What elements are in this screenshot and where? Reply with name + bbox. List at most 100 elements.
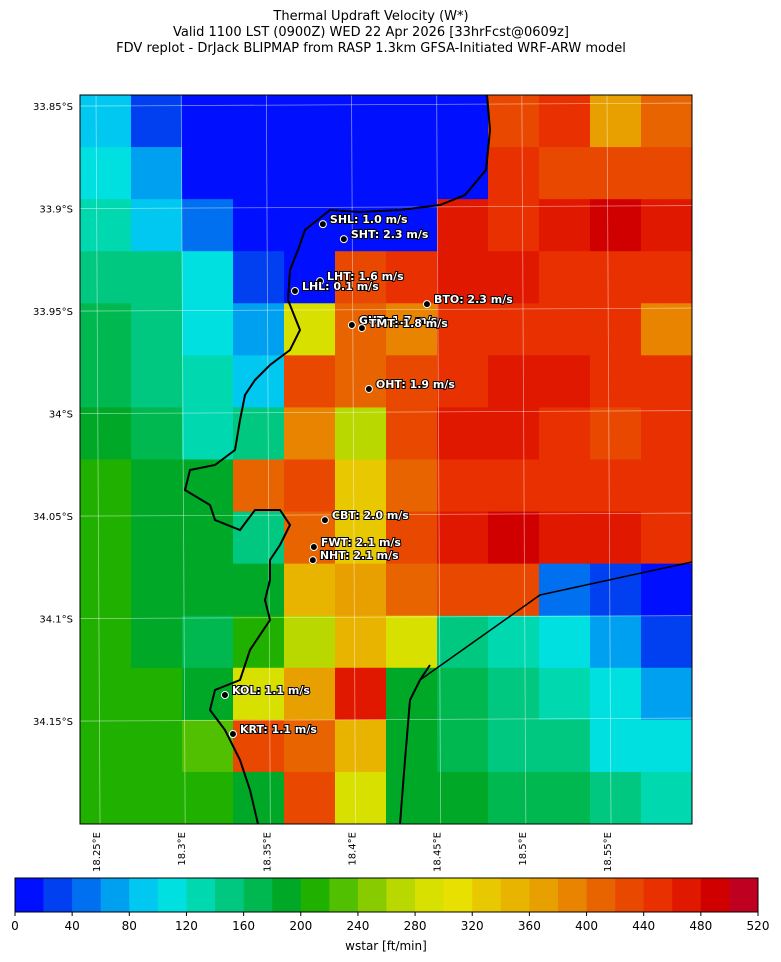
cell [641,563,693,617]
cell [335,563,387,617]
cell [131,199,183,252]
cell [233,459,285,513]
station-marker [308,556,317,565]
station-label: FWT: 2.1 m/s [321,536,402,549]
cell [641,407,693,460]
colorbar-tick-label: 40 [65,919,80,933]
grid-line [521,94,527,825]
colorbar-swatch [215,878,244,912]
cell [131,719,183,773]
station-marker [315,277,324,286]
cell [233,251,285,304]
cell [539,719,591,773]
cell [539,303,591,356]
cell [590,719,642,773]
station-marker [318,220,327,229]
cell [131,771,183,825]
y-tick-label: 34°S [49,410,73,421]
cell [590,563,642,617]
cell [386,147,438,200]
station-label: GUT: 1.7 m/s [359,314,438,327]
y-tick-label: 34.05°S [33,512,73,523]
cell [80,199,132,252]
cell [131,407,183,460]
station-label: NHT: 2.1 m/s [320,549,399,562]
coastline [183,94,693,825]
colorbar-tick-label: 80 [122,919,137,933]
cell [539,407,591,460]
station-label: CBT: 2.0 m/s [332,509,409,522]
x-tick-label: 18.35°E [262,832,273,872]
colorbar: 0 40 80 120 160 200 240 280 320 360 400 440 480 520 [11,877,770,933]
y-tick-label: 34.15°S [33,717,73,728]
cell [488,667,540,721]
colorbar-swatch [186,878,216,912]
cell [131,303,183,356]
cell [80,719,132,773]
cell [284,355,336,408]
cell [335,459,387,513]
cell [437,771,489,825]
colorbar-tick-label: 320 [461,919,484,933]
colorbar-tick-label: 520 [747,919,770,933]
cell [182,251,234,304]
cell [437,459,489,513]
cell [641,459,693,513]
cell [284,147,336,200]
cell [641,199,693,252]
cell [233,303,285,356]
cell [641,355,693,408]
colorbar-swatch [329,878,359,912]
cell [284,719,336,773]
cell [284,95,336,148]
colorbar-tick-label: 0 [11,919,19,933]
cell [386,719,438,773]
cell [488,251,540,304]
cell [386,667,438,721]
colorbar-swatch [472,878,502,912]
colorbar-tick-label: 120 [175,919,198,933]
colorbar-swatch [500,878,530,912]
cell [641,771,693,825]
colorbar-tick-label: 400 [575,919,598,933]
cell [590,459,642,513]
cell [437,199,489,252]
cell [539,199,591,252]
cell [488,459,540,513]
grid-line [79,512,693,517]
coast-east [399,664,431,825]
y-tick-label: 33.95°S [33,307,73,318]
colorbar-swatch [586,878,616,912]
cell [539,615,591,669]
cell [284,563,336,617]
colorbar-tick-label: 160 [232,919,255,933]
cell [590,771,642,825]
cell [131,511,183,565]
grid-line [351,94,356,825]
cell [590,199,642,252]
colorbar-swatch [386,878,416,912]
cell [233,199,285,252]
cell [182,771,234,825]
cell [386,615,438,669]
colorbar-swatch [157,878,187,912]
colorbar-tick-label: 280 [404,919,427,933]
station-marker [220,691,229,700]
station-label: BTO: 2.3 m/s [434,293,513,306]
cell [641,303,693,356]
colorbar-swatch [415,878,444,912]
cell [335,355,387,408]
x-tick-label: 18.25°E [92,832,103,872]
grid-line [606,94,612,825]
station-marker [357,324,366,333]
title-line: Thermal Updraft Velocity (W*) [272,9,468,24]
cell [590,95,642,148]
cell [80,251,132,304]
cell [386,511,438,565]
grid-line [79,307,693,312]
grid-line [79,102,693,107]
cell [386,407,438,460]
cell [437,407,489,460]
x-tick-label: 18.45°E [433,832,444,872]
